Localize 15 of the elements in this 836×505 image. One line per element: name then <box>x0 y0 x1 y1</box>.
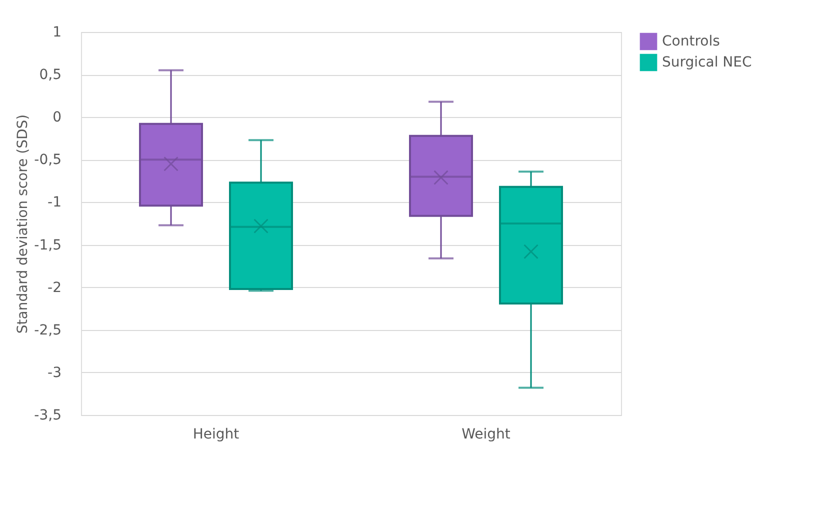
y-tick-label: -2 <box>48 280 62 296</box>
y-tick-label: -1 <box>48 194 62 211</box>
x-tick-label: Weight <box>462 426 511 442</box>
legend-label: Surgical NEC <box>662 54 752 70</box>
y-tick-label: -1,5 <box>34 237 62 254</box>
y-tick-label: -0,5 <box>34 152 62 168</box>
legend-label: Controls <box>662 34 720 50</box>
y-tick-label: -3,5 <box>34 408 62 424</box>
y-tick-label: -2,5 <box>34 322 62 338</box>
y-tick-label: 1 <box>52 24 62 40</box>
y-tick-label: 0,5 <box>39 67 62 84</box>
y-tick-label: 0 <box>52 110 62 126</box>
y-tick-label: -3 <box>48 364 62 381</box>
y-axis-title: Standard deviation score (SDS) <box>15 114 32 334</box>
x-tick-label: Height <box>192 426 240 442</box>
